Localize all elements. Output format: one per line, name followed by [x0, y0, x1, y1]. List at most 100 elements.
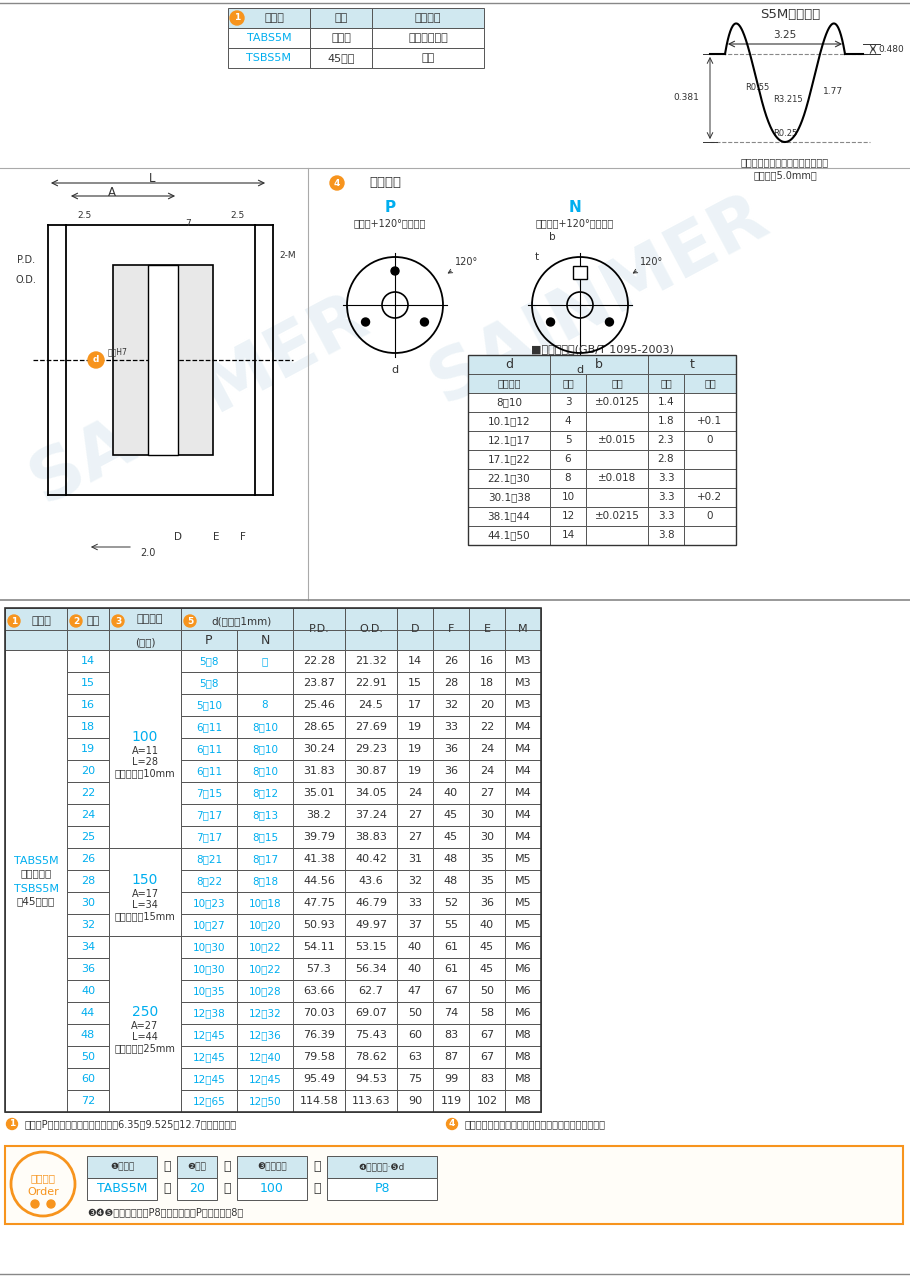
- Bar: [397, 979, 433, 1002]
- Bar: [433, 870, 469, 893]
- Text: M3: M3: [515, 656, 531, 667]
- Bar: [684, 412, 736, 432]
- Text: 皮帶寬度：25mm: 皮帶寬度：25mm: [115, 1043, 176, 1054]
- Bar: [397, 805, 433, 826]
- Text: 69.07: 69.07: [355, 1008, 387, 1018]
- Text: 寬度代碼: 寬度代碼: [136, 614, 163, 624]
- Text: 12～65: 12～65: [193, 1096, 226, 1106]
- Bar: [684, 507, 736, 526]
- Bar: [505, 738, 541, 760]
- Text: ❶類型碼: ❶類型碼: [110, 1162, 134, 1171]
- Text: 8～15: 8～15: [252, 833, 278, 842]
- Bar: [293, 608, 345, 650]
- Bar: [372, 28, 484, 49]
- Text: 31.83: 31.83: [303, 766, 335, 776]
- Bar: [505, 870, 541, 893]
- Bar: [550, 412, 586, 432]
- Text: 25.46: 25.46: [303, 700, 335, 710]
- Text: 5～10: 5～10: [196, 700, 222, 710]
- Text: 10: 10: [561, 492, 574, 502]
- Text: ❸❹❺步合并编写，P8表示孔类型是P型，孔径是8。: ❸❹❺步合并编写，P8表示孔类型是P型，孔径是8。: [87, 1207, 243, 1217]
- Bar: [181, 608, 293, 630]
- Bar: [550, 488, 586, 507]
- Bar: [293, 1002, 345, 1024]
- Bar: [505, 979, 541, 1002]
- Bar: [5, 650, 67, 1112]
- Text: 5: 5: [187, 617, 193, 626]
- Bar: [505, 782, 541, 805]
- Text: 19: 19: [81, 744, 95, 753]
- Text: 12～45: 12～45: [248, 1074, 281, 1084]
- Text: TABS5M: TABS5M: [14, 856, 58, 866]
- Text: 8～18: 8～18: [252, 876, 278, 886]
- Text: 50: 50: [480, 986, 494, 996]
- Text: Order: Order: [27, 1188, 59, 1197]
- Bar: [433, 1068, 469, 1091]
- Bar: [586, 469, 648, 488]
- Text: 12～45: 12～45: [193, 1052, 226, 1062]
- Bar: [293, 936, 345, 958]
- Text: 7: 7: [185, 218, 191, 227]
- Text: t: t: [690, 358, 694, 370]
- Bar: [505, 760, 541, 782]
- Bar: [310, 8, 372, 28]
- Circle shape: [330, 176, 344, 190]
- Bar: [397, 760, 433, 782]
- Text: 2-M: 2-M: [279, 250, 297, 259]
- Bar: [237, 826, 293, 848]
- Bar: [586, 488, 648, 507]
- Bar: [550, 374, 586, 393]
- Text: 材質: 材質: [334, 13, 348, 23]
- Bar: [181, 782, 237, 805]
- Text: 38.1～44: 38.1～44: [488, 511, 531, 521]
- Bar: [397, 1046, 433, 1068]
- Text: M3: M3: [515, 678, 531, 688]
- Bar: [237, 848, 293, 870]
- Bar: [433, 693, 469, 716]
- Text: 16: 16: [480, 656, 494, 667]
- Text: 44: 44: [81, 1008, 96, 1018]
- Text: (公制): (公制): [135, 637, 156, 647]
- Text: M4: M4: [515, 833, 531, 842]
- Text: E: E: [213, 533, 219, 541]
- Text: 74: 74: [444, 1008, 458, 1018]
- Text: M6: M6: [515, 1008, 531, 1018]
- Text: 公差: 公差: [612, 378, 622, 388]
- Text: 30.87: 30.87: [355, 766, 387, 776]
- Bar: [67, 805, 109, 826]
- Bar: [469, 650, 505, 672]
- Bar: [505, 672, 541, 693]
- Bar: [345, 738, 397, 760]
- Text: 齒槽尺寸會因齒數不同而略有差異: 齒槽尺寸會因齒數不同而略有差異: [741, 157, 829, 167]
- Bar: [345, 1068, 397, 1091]
- Text: A=11: A=11: [132, 746, 158, 756]
- Text: 14: 14: [561, 530, 574, 540]
- Bar: [397, 782, 433, 805]
- Bar: [469, 782, 505, 805]
- Text: 61: 61: [444, 964, 458, 974]
- Bar: [684, 374, 736, 393]
- Bar: [505, 958, 541, 979]
- Bar: [433, 738, 469, 760]
- Text: 8～10: 8～10: [252, 766, 278, 776]
- Bar: [397, 826, 433, 848]
- Text: 12: 12: [561, 511, 574, 521]
- Bar: [505, 848, 541, 870]
- Text: 0: 0: [707, 511, 713, 521]
- Bar: [586, 432, 648, 450]
- Bar: [67, 782, 109, 805]
- Text: TSBS5M: TSBS5M: [247, 54, 291, 63]
- Text: 48: 48: [81, 1031, 96, 1039]
- Bar: [67, 979, 109, 1002]
- Bar: [293, 630, 345, 650]
- Text: 22.1～30: 22.1～30: [488, 472, 531, 483]
- Bar: [433, 958, 469, 979]
- Bar: [648, 469, 684, 488]
- Text: 12～40: 12～40: [248, 1052, 281, 1062]
- Text: －: －: [163, 1183, 171, 1195]
- Text: 114.58: 114.58: [299, 1096, 339, 1106]
- Text: 250: 250: [132, 1005, 158, 1019]
- Bar: [228, 28, 310, 49]
- Circle shape: [184, 616, 196, 627]
- Bar: [469, 1024, 505, 1046]
